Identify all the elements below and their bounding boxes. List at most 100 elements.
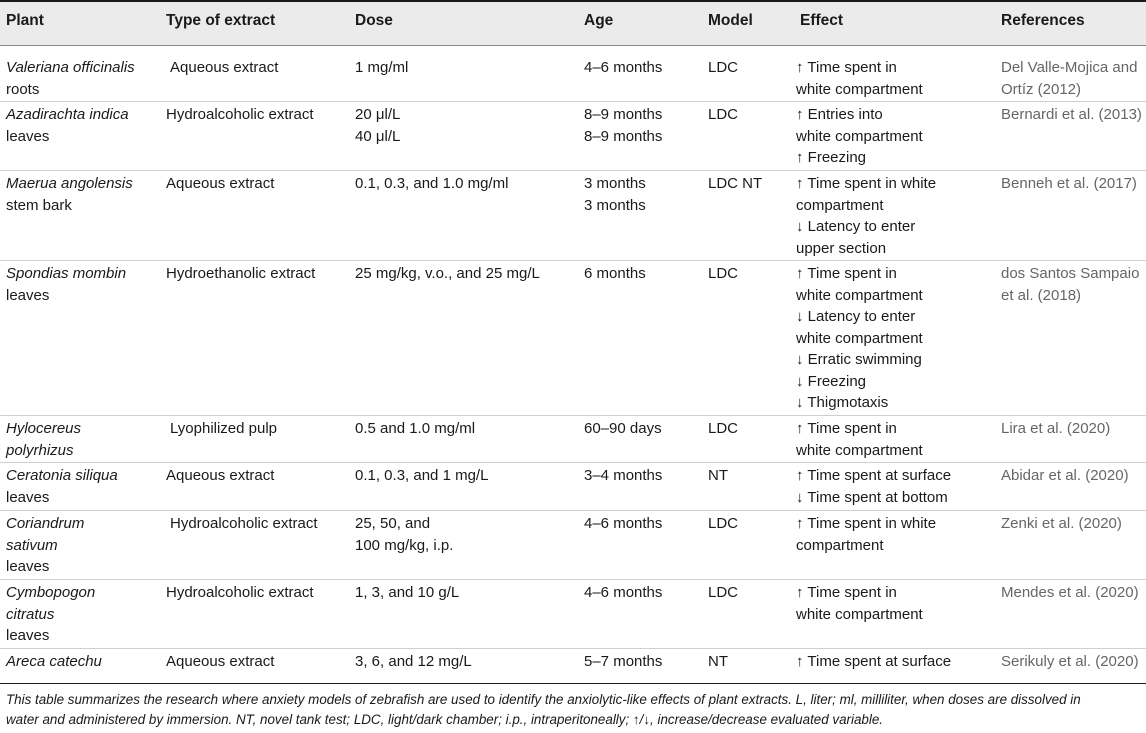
cell-age: 4–6 months — [584, 582, 662, 604]
cell-ref: Abidar et al. (2020) — [1001, 465, 1129, 487]
cell-effect: ↑ Time spent in white compartment — [796, 418, 923, 461]
table-bottom-rule — [0, 683, 1146, 684]
cell-extract: Aqueous extract — [166, 651, 274, 673]
age-line: 4–6 months — [584, 515, 663, 532]
plant-name-line: Spondias mombin — [6, 265, 127, 282]
plant-name-line: Cymbopogon — [6, 584, 96, 601]
effect-line: ↑ Time spent at surface — [796, 467, 952, 484]
footnote-line: This table summarizes the research where… — [6, 692, 1081, 707]
cell-ref: Bernardi et al. (2013) — [1001, 104, 1142, 126]
plant-part-line: stem bark — [6, 196, 72, 214]
header-effect: Effect — [800, 12, 844, 29]
plant-name-line: Coriandrum — [6, 515, 85, 532]
cell-age: 4–6 months — [584, 57, 662, 79]
dose-line: 0.1, 0.3, and 1 mg/L — [355, 467, 489, 484]
effect-line: white compartment — [796, 127, 923, 145]
dose-line: 20 μl/L — [355, 106, 401, 123]
ref-line: Del Valle-Mojica and — [1001, 59, 1138, 76]
model-line: LDC — [708, 59, 739, 76]
cell-effect: ↑ Entries into white compartment ↑ Freezin… — [796, 104, 923, 169]
cell-plant-name: Hylocereus polyrhizus — [6, 418, 81, 461]
plant-part-line: leaves — [6, 127, 50, 145]
cell-ref: Benneh et al. (2017) — [1001, 173, 1137, 195]
dose-line: 40 μl/L — [355, 127, 401, 145]
plant-name-line: Maerua angolensis — [6, 175, 133, 192]
age-line: 3 months — [584, 175, 646, 192]
cell-model: LDC — [708, 263, 738, 285]
dose-line: 1 mg/ml — [355, 59, 409, 76]
row-separator — [0, 579, 1146, 580]
effect-line: white compartment — [796, 441, 923, 459]
dose-line: 25, 50, and — [355, 515, 431, 532]
age-line: 4–6 months — [584, 59, 663, 76]
model-line: LDC — [708, 106, 739, 123]
table-header-rule — [0, 45, 1146, 46]
cell-model: LDC — [708, 104, 738, 126]
cell-dose: 0.1, 0.3, and 1.0 mg/ml — [355, 173, 508, 195]
cell-extract: Aqueous extract — [166, 173, 274, 195]
ref-line: Zenki et al. (2020) — [1001, 515, 1122, 532]
effect-line: ↑ Time spent at surface — [796, 653, 952, 670]
model-line: LDC — [708, 420, 739, 437]
cell-effect: ↑ Time spent at surface — [796, 651, 951, 673]
effect-line: upper section — [796, 239, 887, 257]
row-separator — [0, 415, 1146, 416]
dose-line: 1, 3, and 10 g/L — [355, 584, 460, 601]
cell-dose: 20 μl/L 40 μl/L — [355, 104, 400, 147]
age-line: 8–9 months — [584, 106, 663, 123]
model-line: NT — [708, 467, 728, 484]
cell-model: LDC — [708, 57, 738, 79]
cell-plant-name: Cymbopogon citratus leaves — [6, 582, 95, 647]
plant-part-line: leaves — [6, 286, 50, 304]
extract-line: Hydroethanolic extract — [166, 265, 316, 282]
ref-line: Lira et al. (2020) — [1001, 420, 1111, 437]
cell-plant-name: Coriandrum sativum leaves — [6, 513, 84, 578]
row-separator — [0, 260, 1146, 261]
row-separator — [0, 170, 1146, 171]
model-line: LDC — [708, 584, 739, 601]
cell-age: 3–4 months — [584, 465, 662, 487]
age-line: 8–9 months — [584, 127, 663, 145]
header-dose: Dose — [355, 12, 393, 29]
cell-age: 3 months 3 months — [584, 173, 646, 216]
cell-dose: 25 mg/kg, v.o., and 25 mg/L — [355, 263, 540, 285]
table-footnote: This table summarizes the research where… — [6, 690, 1140, 730]
table-top-rule — [0, 0, 1146, 2]
cell-dose: 0.5 and 1.0 mg/ml — [355, 418, 475, 440]
header-references: References — [1001, 12, 1085, 29]
effect-line: white compartment — [796, 605, 923, 623]
cell-model: LDC NT — [708, 173, 762, 195]
effect-line: ↑ Time spent in — [796, 420, 897, 437]
plant-name-line: Hylocereus — [6, 420, 82, 437]
plant-name-line: Areca catechu — [6, 653, 102, 670]
model-line: LDC — [708, 515, 739, 532]
cell-model: NT — [708, 651, 728, 673]
plant-name-line: sativum — [6, 536, 58, 554]
extract-line: Aqueous extract — [166, 467, 275, 484]
model-line: LDC — [708, 265, 739, 282]
plant-part-line: leaves — [6, 627, 50, 644]
ref-line: et al. (2018) — [1001, 286, 1082, 304]
cell-model: NT — [708, 465, 728, 487]
age-line: 6 months — [584, 265, 646, 282]
cell-extract: Aqueous extract — [170, 57, 278, 79]
dose-line: 0.1, 0.3, and 1.0 mg/ml — [355, 175, 509, 192]
plant-name-line: citratus — [6, 605, 55, 623]
cell-effect: ↑ Time spent in white compartment — [796, 582, 923, 625]
cell-extract: Aqueous extract — [166, 465, 274, 487]
age-line: 3–4 months — [584, 467, 663, 484]
ref-line: Benneh et al. (2017) — [1001, 175, 1137, 192]
row-separator — [0, 462, 1146, 463]
cell-ref: Mendes et al. (2020) — [1001, 582, 1139, 604]
cell-ref: Del Valle-Mojica and Ortíz (2012) — [1001, 57, 1137, 100]
extract-line: Aqueous extract — [170, 59, 279, 76]
ref-line: Serikuly et al. (2020) — [1001, 653, 1139, 670]
cell-dose: 0.1, 0.3, and 1 mg/L — [355, 465, 488, 487]
row-separator — [0, 101, 1146, 102]
extract-line: Hydroalcoholic extract — [166, 584, 314, 601]
plant-part-line: roots — [6, 80, 40, 98]
cell-dose: 25, 50, and 100 mg/kg, i.p. — [355, 513, 453, 556]
dose-line: 100 mg/kg, i.p. — [355, 536, 454, 554]
effect-line: ↓ Latency to enter — [796, 308, 916, 325]
dose-line: 0.5 and 1.0 mg/ml — [355, 420, 476, 437]
